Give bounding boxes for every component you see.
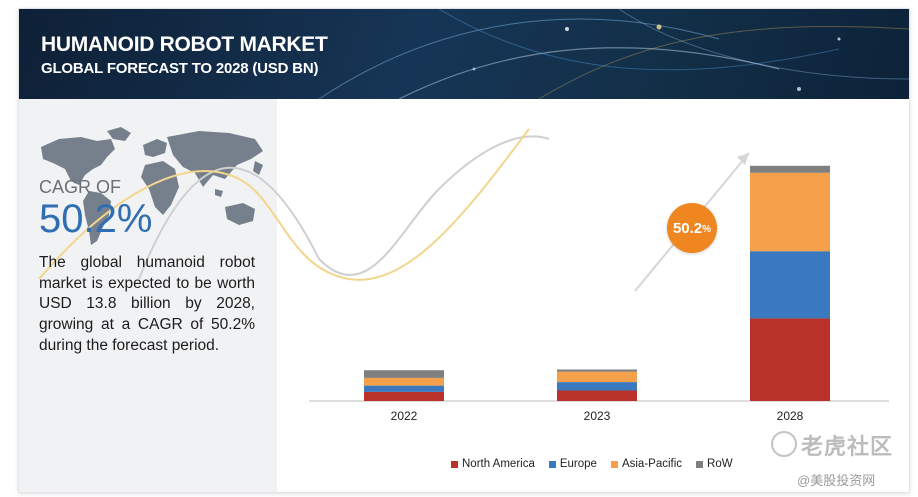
bar-segment-asia-pacific-2028 bbox=[750, 172, 830, 252]
bar-segment-north-america-2028 bbox=[750, 318, 830, 401]
watermark-sub: @美股投资网 bbox=[797, 473, 876, 488]
header-banner: HUMANOID ROBOT MARKET GLOBAL FORECAST TO… bbox=[19, 9, 909, 99]
bar-segment-row-2022 bbox=[364, 370, 444, 378]
x-tick-label: 2023 bbox=[584, 409, 611, 423]
chart-subtitle: GLOBAL FORECAST TO 2028 (USD BN) bbox=[41, 60, 319, 77]
market-description: The global humanoid robot market is expe… bbox=[39, 254, 255, 354]
legend-item-north-america: North America bbox=[451, 458, 535, 470]
bar-segment-north-america-2023 bbox=[557, 390, 637, 401]
bar-segment-row-2028 bbox=[750, 165, 830, 173]
legend-swatch bbox=[696, 460, 704, 468]
cagr-value: 50.2% bbox=[39, 197, 153, 241]
decor-curve-gray bbox=[138, 135, 550, 280]
legend-label: Europe bbox=[559, 458, 597, 470]
cagr-badge: 50.2% bbox=[667, 203, 717, 253]
legend-swatch bbox=[451, 460, 458, 468]
decor-curve-yellow bbox=[38, 128, 530, 281]
legend-item-row: RoW bbox=[696, 458, 733, 470]
bar-segment-asia-pacific-2022 bbox=[364, 377, 444, 386]
legend-label: RoW bbox=[707, 458, 733, 470]
cagr-badge-value: 50.2 bbox=[672, 219, 703, 237]
legend-swatch bbox=[548, 460, 556, 468]
bars-group bbox=[364, 165, 830, 401]
legend-label: Asia-Pacific bbox=[621, 458, 683, 470]
chart-canvas: 2022 2023 2028 bbox=[38, 127, 889, 423]
bar-segment-asia-pacific-2023 bbox=[557, 371, 637, 383]
bar-segment-europe-2022 bbox=[364, 385, 444, 392]
legend-item-asia-pacific: Asia-Pacific bbox=[610, 458, 683, 470]
x-tick-labels: 2022 2023 2028 bbox=[391, 409, 804, 423]
legend-label: North America bbox=[462, 458, 535, 470]
x-tick-label: 2022 bbox=[391, 409, 418, 423]
world-map-icon bbox=[41, 127, 263, 245]
x-tick-label: 2028 bbox=[777, 409, 804, 423]
chart-legend: North America Europe Asia-Pacific RoW bbox=[451, 458, 733, 470]
bar-segment-north-america-2022 bbox=[364, 391, 444, 401]
legend-swatch bbox=[610, 460, 618, 468]
bar-segment-europe-2023 bbox=[557, 382, 637, 391]
watermark-logo-icon bbox=[771, 431, 797, 457]
cagr-label: CAGR OF bbox=[39, 177, 122, 197]
legend-item-europe: Europe bbox=[548, 458, 597, 470]
infographic-card: HUMANOID ROBOT MARKET GLOBAL FORECAST TO… bbox=[18, 8, 910, 493]
chart-title: HUMANOID ROBOT MARKET bbox=[41, 33, 328, 56]
cagr-badge-unit: % bbox=[702, 224, 712, 235]
bar-segment-europe-2028 bbox=[750, 251, 830, 319]
bar-segment-row-2023 bbox=[557, 369, 637, 372]
watermark-brand: 老虎社区 bbox=[801, 434, 894, 459]
growth-arrow-head bbox=[737, 153, 749, 165]
banner-light-trails bbox=[318, 9, 909, 99]
